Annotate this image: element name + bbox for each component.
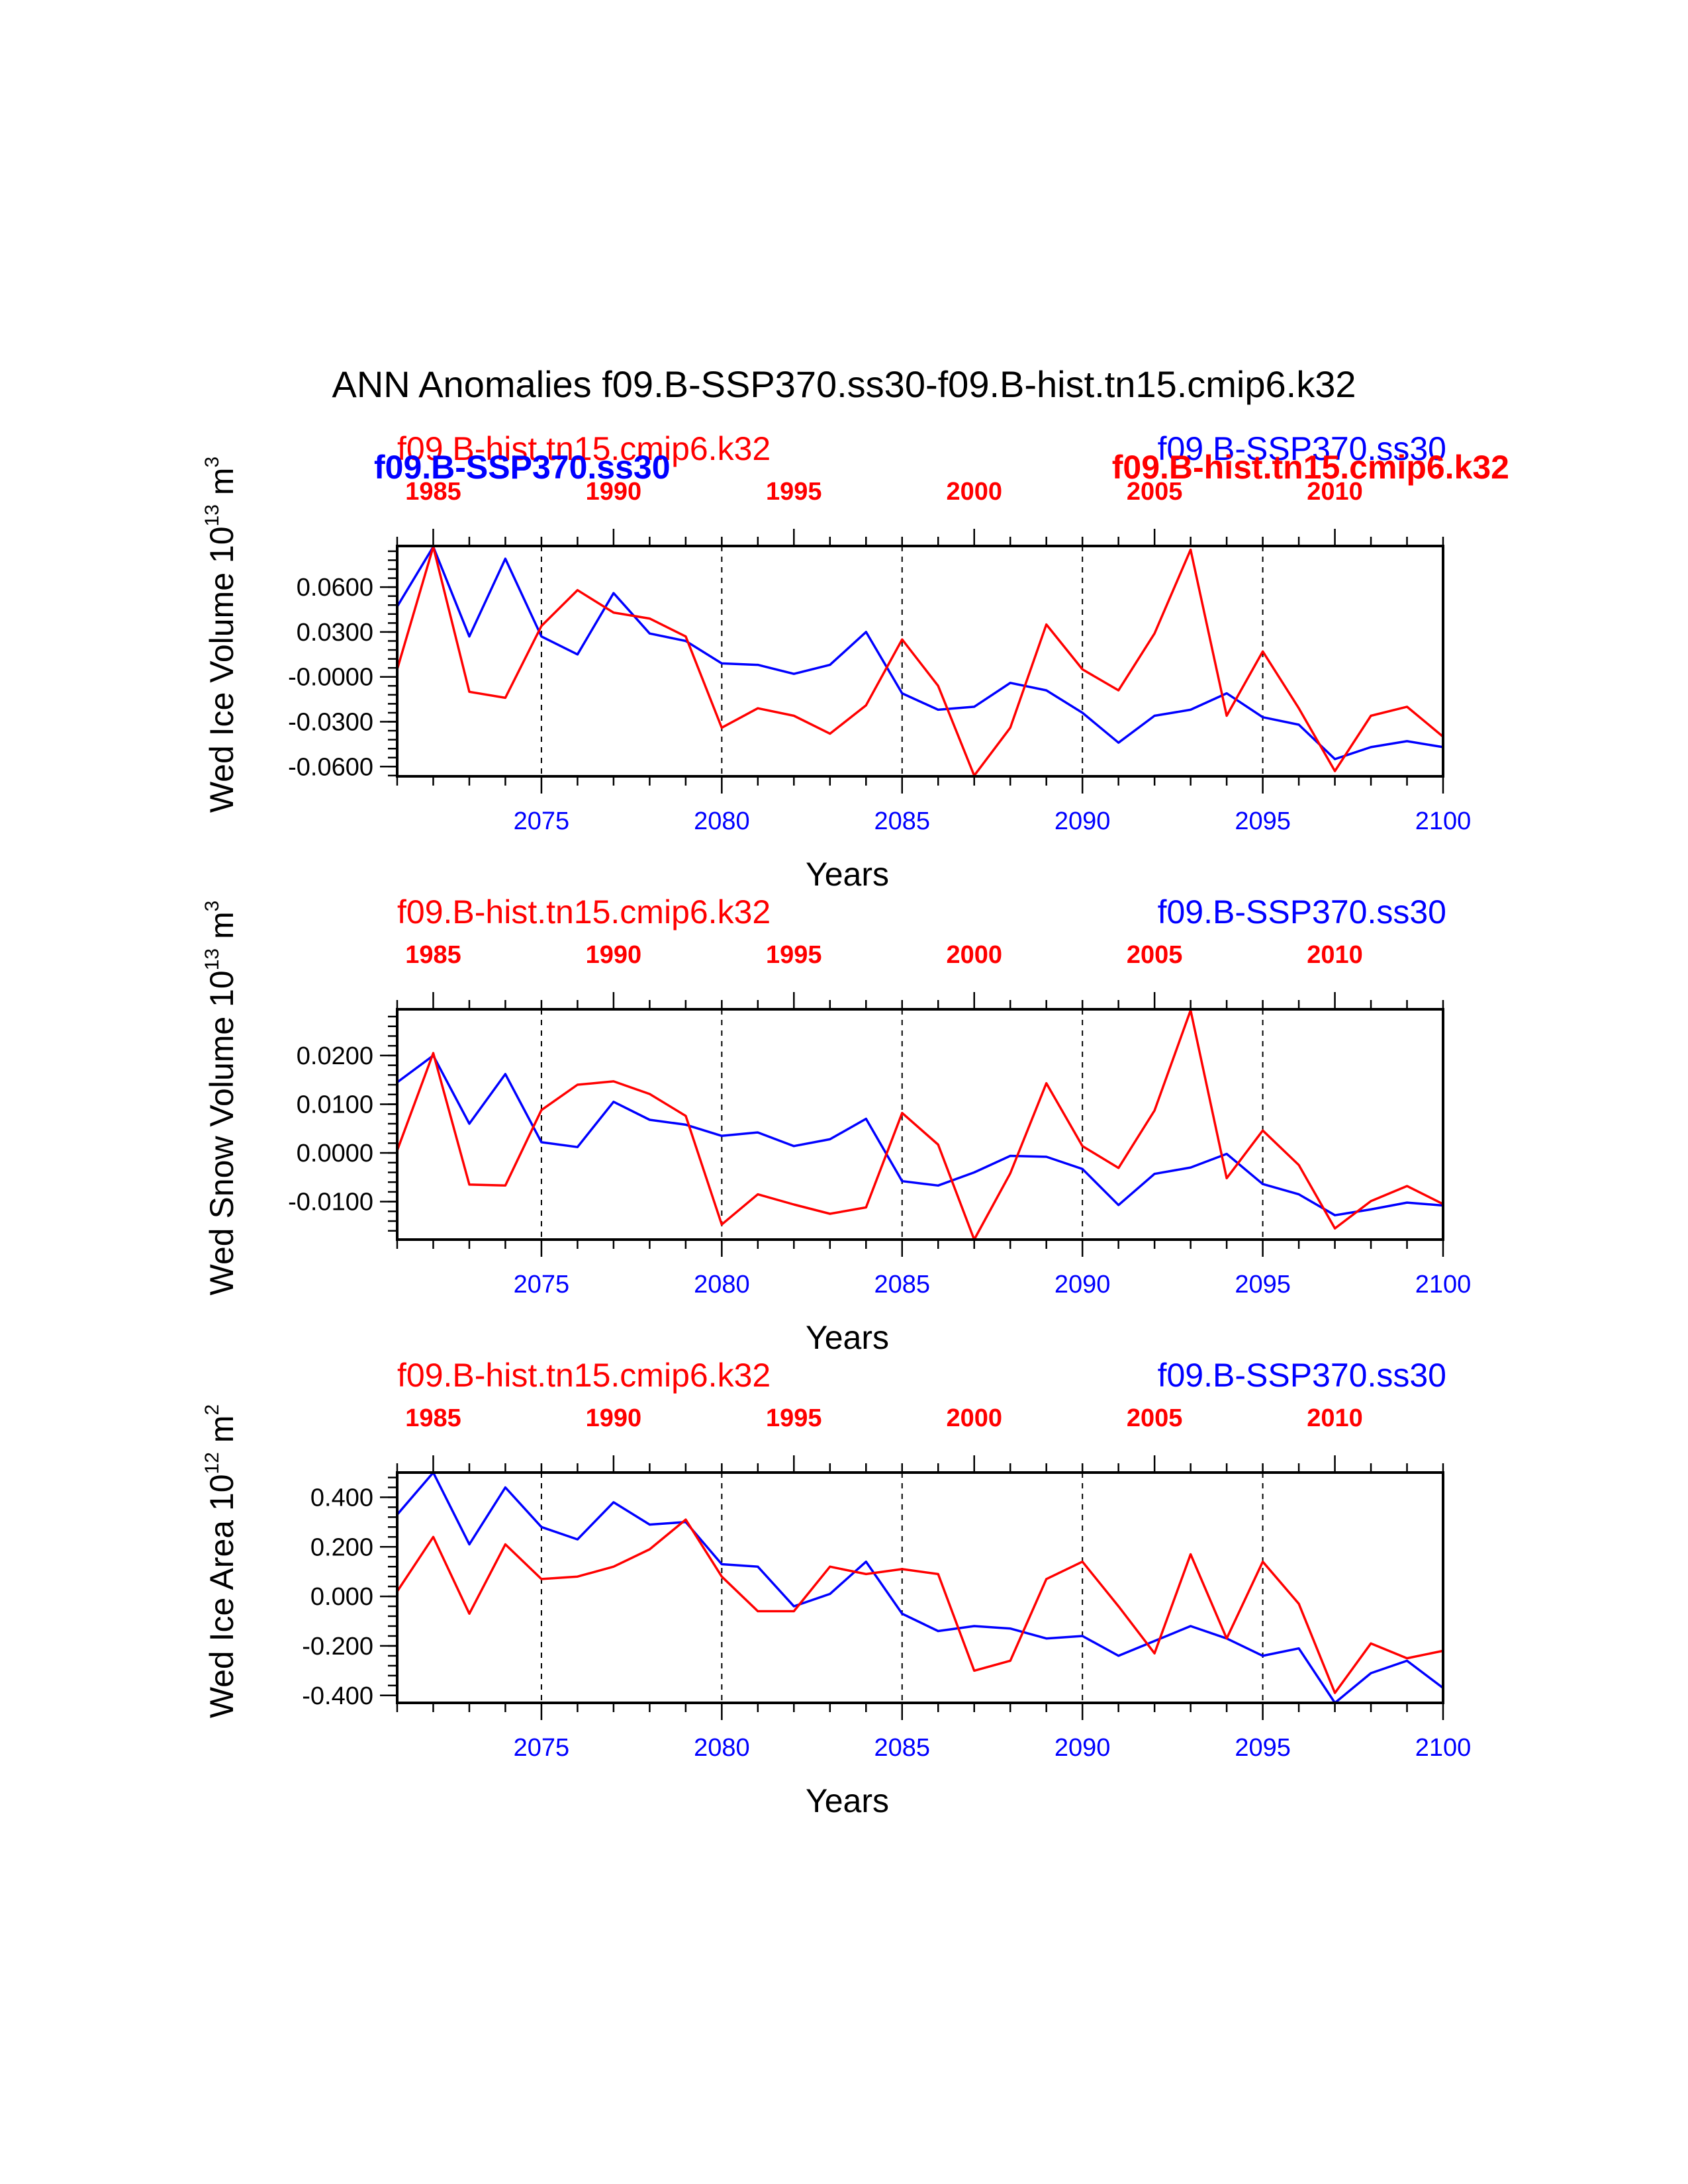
top-tick-label: 2005 xyxy=(1127,941,1183,969)
bottom-tick-label: 2075 xyxy=(514,807,570,835)
top-tick-label: 2010 xyxy=(1307,941,1363,969)
y-axis-label-unit-exponent: 3 xyxy=(201,901,223,912)
top-tick-label: 2000 xyxy=(946,941,1002,969)
bottom-tick-label: 2080 xyxy=(694,1734,750,1762)
y-tick-label: -0.0300 xyxy=(288,709,373,737)
chart-panel-1: 2075 2080 2085 2090 2095 2100 1985 1990 1995 2000… xyxy=(201,430,1509,893)
top-tick-label: 2000 xyxy=(946,478,1002,506)
series-line-blue xyxy=(396,545,1444,760)
y-axis-label: Wed Snow Volume 1013 m3 xyxy=(201,901,240,1296)
series-line-red xyxy=(396,1518,1444,1694)
y-tick-label: 0.400 xyxy=(310,1484,373,1512)
bottom-tick-label: 2090 xyxy=(1055,807,1111,835)
series-line-blue xyxy=(396,1471,1444,1704)
y-axis-label-text: Wed Snow Volume 10 xyxy=(203,970,240,1295)
series-line-red xyxy=(396,1009,1444,1241)
y-axis-label-unit-exponent: 2 xyxy=(201,1404,223,1416)
bottom-tick-label: 2100 xyxy=(1415,1734,1472,1762)
bottom-tick-label: 2095 xyxy=(1235,807,1291,835)
top-tick-label: 1985 xyxy=(405,478,461,506)
top-tick-label: 1995 xyxy=(766,1404,822,1432)
overlay-label-left: f09.B-SSP370.ss30 xyxy=(374,449,671,486)
bottom-tick-label: 2075 xyxy=(514,1271,570,1298)
top-tick-label: 1995 xyxy=(766,941,822,969)
top-tick-label: 2005 xyxy=(1127,478,1183,506)
series-line-blue xyxy=(396,1054,1444,1216)
y-axis-label-text: Wed Ice Area 10 xyxy=(203,1474,240,1718)
y-tick-label: -0.200 xyxy=(302,1633,373,1661)
top-tick-label: 1995 xyxy=(766,478,822,506)
bottom-tick-label: 2080 xyxy=(694,807,750,835)
series-label-right: f09.B-SSP370.ss30 xyxy=(1158,893,1446,931)
series-label-right: f09.B-SSP370.ss30 xyxy=(1158,430,1446,467)
top-tick-label: 1985 xyxy=(405,941,461,969)
y-axis-label-unit: m xyxy=(203,911,240,948)
y-tick-label: 0.000 xyxy=(310,1583,373,1611)
top-tick-label: 2010 xyxy=(1307,478,1363,506)
bottom-tick-label: 2085 xyxy=(874,807,930,835)
bottom-tick-label: 2090 xyxy=(1055,1734,1111,1762)
chart-panel-2: 2075 2080 2085 2090 2095 2100 1985 1990 1995 2000… xyxy=(201,893,1471,1356)
y-tick-label: -0.0600 xyxy=(288,753,373,781)
series-label-right: f09.B-SSP370.ss30 xyxy=(1158,1357,1446,1394)
bottom-tick-label: 2085 xyxy=(874,1734,930,1762)
x-axis-label: Years xyxy=(806,1782,889,1819)
x-axis-label: Years xyxy=(806,856,889,893)
top-tick-label: 1985 xyxy=(405,1404,461,1432)
top-tick-label: 1990 xyxy=(586,941,642,969)
y-axis-label: Wed Ice Area 1012 m2 xyxy=(201,1404,240,1718)
y-axis-label-unit-exponent: 3 xyxy=(201,457,223,468)
page-title: ANN Anomalies f09.B-SSP370.ss30-f09.B-hi… xyxy=(332,363,1356,405)
top-tick-label: 1990 xyxy=(586,478,642,506)
y-axis-label-exponent: 12 xyxy=(201,1452,223,1474)
y-tick-label: 0.0300 xyxy=(297,619,373,647)
series-label-left: f09.B-hist.tn15.cmip6.k32 xyxy=(397,1357,771,1394)
plot-frame xyxy=(396,1008,1444,1241)
y-tick-label: -0.0100 xyxy=(288,1189,373,1216)
bottom-tick-label: 2090 xyxy=(1055,1271,1111,1298)
bottom-tick-label: 2100 xyxy=(1415,1271,1472,1298)
bottom-tick-label: 2080 xyxy=(694,1271,750,1298)
y-axis-label: Wed Ice Volume 1013 m3 xyxy=(201,457,240,813)
bottom-tick-label: 2100 xyxy=(1415,807,1472,835)
bottom-tick-label: 2075 xyxy=(514,1734,570,1762)
series-label-left: f09.B-hist.tn15.cmip6.k32 xyxy=(397,893,771,931)
plot-frame xyxy=(396,1471,1444,1704)
x-axis-label: Years xyxy=(806,1319,889,1356)
top-tick-label: 2010 xyxy=(1307,1404,1363,1432)
series-label-left: f09.B-hist.tn15.cmip6.k32 xyxy=(397,430,771,467)
top-tick-label: 1990 xyxy=(586,1404,642,1432)
y-axis-label-unit: m xyxy=(203,1416,240,1453)
y-tick-label: 0.0000 xyxy=(297,1140,373,1167)
plot-frame xyxy=(396,545,1444,778)
top-tick-label: 2000 xyxy=(946,1404,1002,1432)
y-axis-label-unit: m xyxy=(203,468,240,505)
y-tick-label: 0.200 xyxy=(310,1533,373,1561)
overlay-label-right: f09.B-hist.tn15.cmip6.k32 xyxy=(1112,449,1509,486)
bottom-tick-label: 2095 xyxy=(1235,1734,1291,1762)
y-axis-label-exponent: 13 xyxy=(201,504,223,526)
series-line-red xyxy=(396,545,1444,777)
bottom-tick-label: 2085 xyxy=(874,1271,930,1298)
y-axis-label-exponent: 13 xyxy=(201,948,223,970)
y-tick-label: -0.400 xyxy=(302,1682,373,1710)
y-tick-label: 0.0200 xyxy=(297,1042,373,1070)
bottom-tick-label: 2095 xyxy=(1235,1271,1291,1298)
panels: 2075 2080 2085 2090 2095 2100 1985 1990 1995 2000… xyxy=(201,430,1509,1819)
chart-panel-3: 2075 2080 2085 2090 2095 2100 1985 1990 1995 2000… xyxy=(201,1357,1471,1819)
y-axis-label-text: Wed Ice Volume 10 xyxy=(203,526,240,813)
y-tick-label: -0.0000 xyxy=(288,664,373,692)
top-tick-label: 2005 xyxy=(1127,1404,1183,1432)
y-tick-label: 0.0100 xyxy=(297,1091,373,1118)
y-tick-label: 0.0600 xyxy=(297,574,373,602)
